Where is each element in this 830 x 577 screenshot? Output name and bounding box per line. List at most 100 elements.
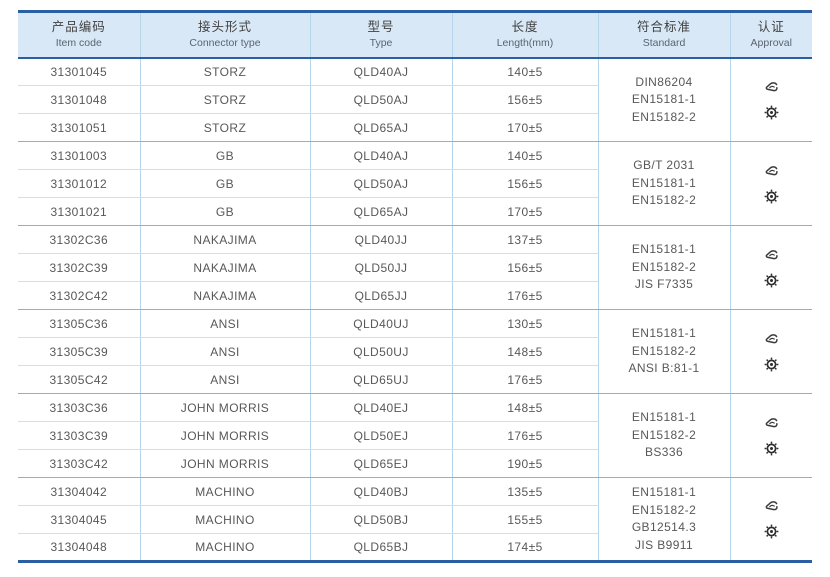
certificate-stamp-icon [763,247,780,264]
connector-type-cell: NAKAJIMA [139,253,310,282]
table-row: 31305C39 ANSI QLD50UJ 148±5 [18,337,812,366]
type-cell: QLD40EJ [309,393,452,422]
standard-cell: EN15181-1 EN15182-2 JIS F7335 [597,225,730,310]
type-cell: QLD40AJ [309,141,452,170]
length-cell: 156±5 [451,85,598,114]
header-item-code-en: Item code [55,37,102,50]
connector-type-cell: STORZ [139,113,310,142]
type-cell: QLD50BJ [309,505,452,534]
standard-line: EN15181-1 [631,92,697,106]
type-cell: QLD65UJ [309,365,452,394]
standard-line: ANSI B:81-1 [628,361,700,376]
certificate-stamp-icon [763,498,780,515]
table-header: 产品编码 Item code 接头形式 Connector type 型号 Ty… [18,10,812,59]
header-standard-zh: 符合标准 [636,20,691,35]
length-cell: 176±5 [451,281,598,310]
standard-line: GB12514.3 [631,520,697,534]
table-row: 31301048 STORZ QLD50AJ 156±5 [18,85,812,114]
standard-line: EN15181-1 [631,326,697,341]
gear-seal-icon [763,272,780,289]
connector-type-cell: NAKAJIMA [139,281,310,310]
length-cell: 174±5 [451,533,598,563]
table-row: 31303C36 JOHN MORRIS QLD40EJ 148±5 EN15181-1… [18,393,812,478]
standard-line: JIS B9911 [634,537,694,552]
approval-cell [729,477,812,563]
connector-type-cell: ANSI [139,337,310,366]
type-cell: QLD50AJ [309,169,452,198]
approval-cell [729,57,812,142]
table-body: 31301045 STORZ QLD40AJ 140±5 DIN86204 EN15181… [18,57,812,563]
certificate-stamp-icon [763,331,780,348]
type-cell: QLD40UJ [309,309,452,338]
item-code-cell: 31301051 [18,113,140,142]
type-cell: QLD50EJ [309,421,452,450]
gear-seal-icon [763,440,780,457]
connector-type-cell: STORZ [139,85,310,114]
standard-line: DIN86204 [635,74,693,89]
gear-seal-icon [763,356,780,373]
connector-type-cell: JOHN MORRIS [139,421,310,450]
header-item-code-zh: 产品编码 [51,20,106,35]
length-cell: 140±5 [451,57,598,86]
type-cell: QLD50AJ [309,85,452,114]
connector-type-cell: ANSI [139,365,310,394]
connector-type-cell: GB [139,169,310,198]
connector-type-cell: GB [139,197,310,226]
table-row: 31303C42 JOHN MORRIS QLD65EJ 190±5 [18,449,812,478]
header-cell-length: 长度 Length(mm) [451,10,598,59]
header-row: 产品编码 Item code 接头形式 Connector type 型号 Ty… [18,10,812,59]
header-length-zh: 长度 [511,20,539,35]
item-code-cell: 31304042 [18,477,140,506]
standard-cell: GB/T 2031 EN15181-1 EN15182-2 [597,141,730,226]
length-cell: 148±5 [451,393,598,422]
table-row: 31301012 GB QLD50AJ 156±5 [18,169,812,198]
standard-line: EN15182-2 [631,193,697,208]
type-cell: QLD65AJ [309,113,452,142]
item-code-cell: 31301003 [18,141,140,170]
standard-line: EN15181-1 [631,175,697,190]
type-cell: QLD50JJ [309,253,452,282]
header-type-en: Type [369,37,393,50]
approval-cell [729,309,812,394]
item-code-cell: 31302C42 [18,281,140,310]
standard-line: JIS F7335 [634,277,694,292]
standard-line: BS336 [644,445,684,460]
header-length-en: Length(mm) [496,37,554,50]
standard-cell: EN15181-1 EN15182-2 BS336 [597,393,730,478]
type-cell: QLD40AJ [309,57,452,86]
table-row: 31305C36 ANSI QLD40UJ 130±5 EN15181-1 EN15182… [18,309,812,394]
connector-type-cell: STORZ [139,57,310,86]
standard-line: EN15182-2 [631,343,697,358]
length-cell: 148±5 [451,337,598,366]
length-cell: 176±5 [451,421,598,450]
product-spec-table: 产品编码 Item code 接头形式 Connector type 型号 Ty… [18,10,812,563]
item-code-cell: 31302C36 [18,225,140,254]
header-cell-type: 型号 Type [309,10,452,59]
table-row: 31301021 GB QLD65AJ 170±5 [18,197,812,226]
standard-line: EN15182-2 [631,109,697,124]
connector-type-cell: MACHINO [139,533,310,563]
connector-type-cell: GB [139,141,310,170]
standard-line: EN15182-2 [631,502,697,517]
connector-type-cell: NAKAJIMA [139,225,310,254]
length-cell: 135±5 [451,477,598,506]
header-approval-zh: 认证 [757,20,785,35]
table-row: 31302C39 NAKAJIMA QLD50JJ 156±5 [18,253,812,282]
table-row: 31302C36 NAKAJIMA QLD40JJ 137±5 EN15181-1 EN1… [18,225,812,310]
standard-line: EN15182-2 [631,427,697,442]
type-cell: QLD65BJ [309,533,452,563]
item-code-cell: 31301021 [18,197,140,226]
standard-cell: DIN86204 EN15181-1 EN15182-2 [597,57,730,142]
header-connector-type-en: Connector type [189,37,261,50]
gear-seal-icon [763,188,780,205]
standard-cell: EN15181-1 EN15182-2 ANSI B:81-1 [597,309,730,394]
item-code-cell: 31301012 [18,169,140,198]
length-cell: 170±5 [451,197,598,226]
length-cell: 155±5 [451,505,598,534]
item-code-cell: 31304045 [18,505,140,534]
header-cell-connector-type: 接头形式 Connector type [139,10,310,59]
table-row: 31301003 GB QLD40AJ 140±5 GB/T 2031 EN15181-1… [18,141,812,226]
length-cell: 137±5 [451,225,598,254]
length-cell: 156±5 [451,253,598,282]
certificate-stamp-icon [763,415,780,432]
